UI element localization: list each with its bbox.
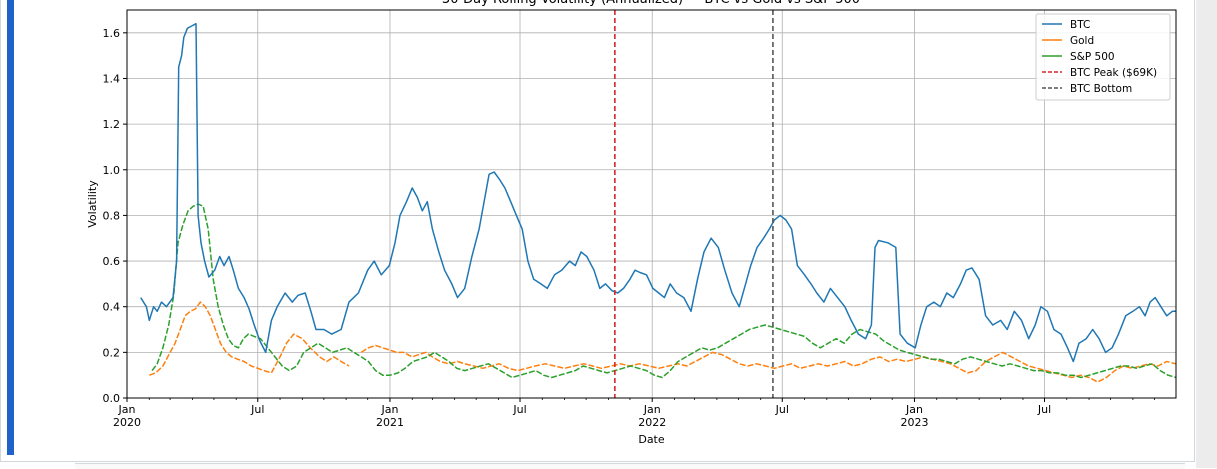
y-tick-label: 0.0 — [103, 392, 121, 405]
right-scrollbar-track[interactable] — [1196, 0, 1217, 468]
x-tick-year-label: 2022 — [638, 416, 666, 429]
x-tick-label: Jul — [1037, 403, 1051, 416]
series-line-gold — [360, 344, 1177, 383]
series-line-btc — [140, 22, 1176, 363]
x-tick-label: Jul — [250, 403, 264, 416]
x-tick-year-label: 2020 — [113, 416, 141, 429]
y-tick-label: 1.2 — [103, 118, 121, 131]
grid-lines — [126, 10, 1176, 399]
x-axis-label: Date — [638, 433, 665, 446]
x-tick-label: Jul — [775, 403, 789, 416]
cell-accent-bar — [7, 0, 14, 455]
series-line-gold — [149, 301, 350, 376]
y-axis-label: Volatility — [86, 180, 99, 228]
chart-title: 30-Day Rolling Volatility (Annualized) —… — [442, 0, 860, 7]
y-tick-label: 1.6 — [103, 27, 121, 40]
y-tick-label: 1.4 — [103, 72, 121, 85]
y-tick-label: 0.2 — [103, 346, 121, 359]
x-tick-label: Jul — [512, 403, 526, 416]
legend-box — [1035, 13, 1171, 101]
x-tick-year-label: 2023 — [900, 416, 928, 429]
x-tick-year-label: 2021 — [376, 416, 404, 429]
legend-label: BTC — [1070, 19, 1090, 31]
plot-area-frame — [126, 9, 1177, 399]
next-cell-edge — [75, 463, 1185, 469]
y-tick-label: 0.4 — [103, 301, 121, 314]
y-tick-label: 0.6 — [103, 255, 121, 268]
volatility-line-chart: 30-Day Rolling Volatility (Annualized) —… — [86, 0, 1177, 446]
x-tick-label: Jan — [118, 403, 136, 416]
event-vertical-lines — [614, 10, 774, 398]
legend-label: Gold — [1070, 35, 1094, 47]
x-tick-label: Jan — [643, 403, 661, 416]
legend-label: BTC Bottom — [1070, 83, 1132, 95]
y-axis-ticks: 0.0 0.2 0.4 0.6 0.8 1.0 1.2 1.4 1.6 — [103, 27, 127, 405]
series-lines — [140, 22, 1177, 383]
legend: BTC Gold S&P 500 BTC Peak ($69K) BTC Bottom — [1035, 13, 1171, 101]
series-line-s-p-500 — [151, 203, 1177, 379]
x-tick-label: Jan — [380, 403, 398, 416]
y-tick-label: 0.8 — [103, 209, 121, 222]
legend-label: BTC Peak ($69K) — [1070, 67, 1157, 79]
x-tick-label: Jan — [905, 403, 923, 416]
legend-label: S&P 500 — [1070, 51, 1115, 63]
y-tick-label: 1.0 — [103, 164, 121, 177]
